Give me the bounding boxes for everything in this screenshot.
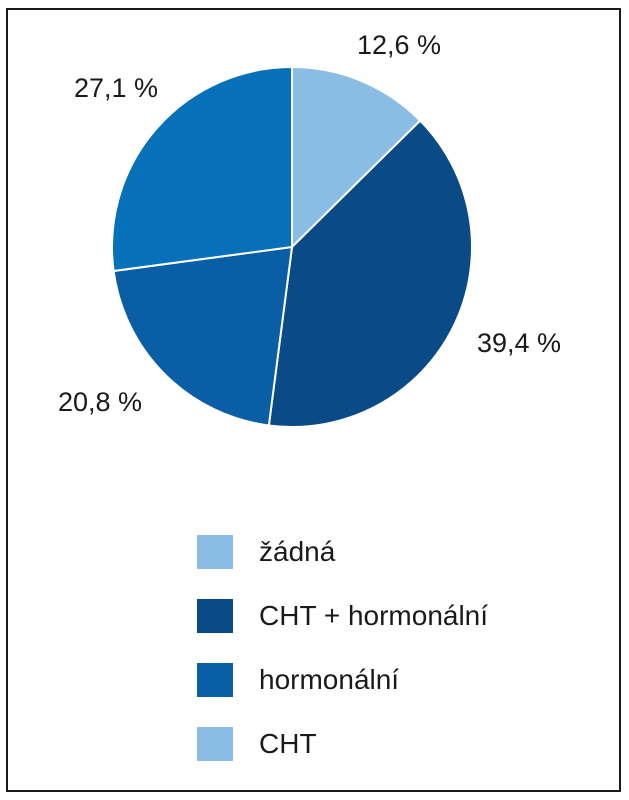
pie-slices (111, 65, 473, 429)
pie-slice-cht (111, 65, 293, 273)
legend-item-cht: CHT (197, 724, 488, 764)
legend-label-cht-hormonalni: CHT + hormonální (259, 600, 489, 631)
pie-label-hormonalni: 20,8 % (58, 387, 142, 417)
legend-label-zadna: žádná (259, 536, 336, 567)
legend-label-cht: CHT (259, 728, 317, 759)
legend-swatch-cht-hormonalni (197, 599, 233, 633)
pie-labels: 12,6 % 39,4 % 20,8 % 27,1 % (58, 30, 561, 417)
legend: žádná CHT + hormonální hormonální CHT (197, 532, 488, 788)
pie-label-cht-hormonalni: 39,4 % (477, 328, 561, 358)
legend-swatch-cht (197, 727, 233, 761)
legend-label-hormonalni: hormonální (259, 664, 400, 695)
pie-slice-hormonalni (112, 245, 294, 427)
legend-swatch-hormonalni (197, 663, 233, 697)
pie-label-cht: 27,1 % (74, 73, 158, 103)
pie-slice-zadna (291, 65, 422, 250)
pie-slice-cht-hormonalni (267, 119, 473, 429)
legend-item-cht-hormonalni: CHT + hormonální (197, 596, 488, 636)
pie-label-zadna: 12,6 % (357, 30, 441, 60)
legend-item-zadna: žádná (197, 532, 488, 572)
legend-swatch-zadna (197, 535, 233, 569)
legend-item-hormonalni: hormonální (197, 660, 488, 700)
